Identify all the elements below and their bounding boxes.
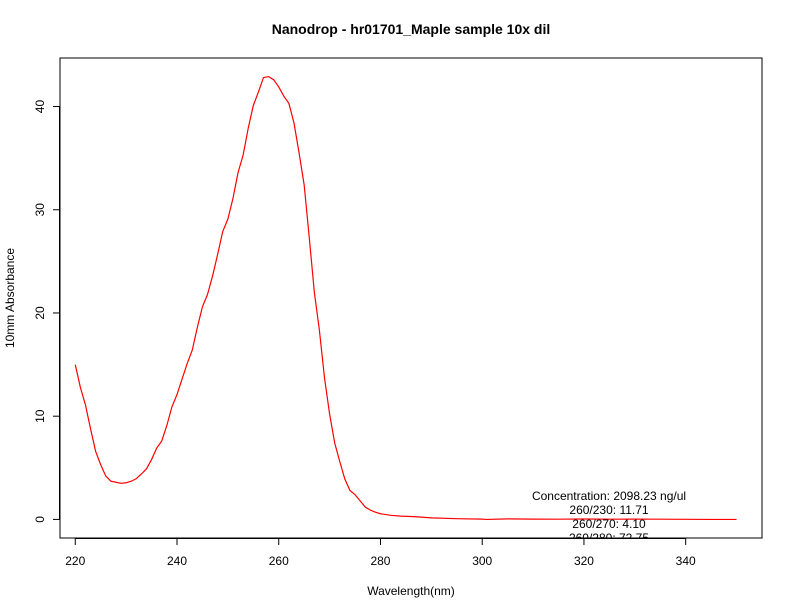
y-axis-label: 10mm Absorbance — [3, 248, 17, 348]
x-axis-label: Wavelength(nm) — [367, 584, 455, 598]
concentration-annotation: Concentration: 2098.23 ng/ul — [532, 489, 686, 503]
y-tick-label: 20 — [33, 306, 47, 320]
plot-frame — [59, 57, 763, 539]
annotation-mask — [0, 538, 792, 579]
x-axis-ticks: 220 240 260 280 300 320 340 — [65, 538, 696, 568]
y-axis: 0 10 20 30 40 — [33, 100, 60, 523]
x-tick-label: 240 — [167, 554, 187, 568]
annotation-block: Concentration: 2098.23 ng/ul 260/230: 11… — [532, 489, 686, 545]
ratio-260-270-annotation: 260/270: 4.10 — [572, 517, 646, 531]
x-tick-label: 320 — [574, 554, 594, 568]
x-tick-label: 280 — [370, 554, 390, 568]
x-tick-label: 260 — [269, 554, 289, 568]
y-tick-label: 40 — [33, 100, 47, 114]
x-tick-label: 300 — [472, 554, 492, 568]
chart-title: Nanodrop - hr01701_Maple sample 10x dil — [272, 21, 551, 37]
y-tick-label: 10 — [33, 409, 47, 423]
ratio-260-230-annotation: 260/230: 11.71 — [569, 503, 649, 517]
absorbance-series-line — [74, 75, 737, 521]
y-tick-label: 0 — [33, 516, 47, 523]
y-tick-label: 30 — [33, 203, 47, 217]
x-tick-label: 340 — [676, 554, 696, 568]
x-tick-label: 220 — [65, 554, 85, 568]
